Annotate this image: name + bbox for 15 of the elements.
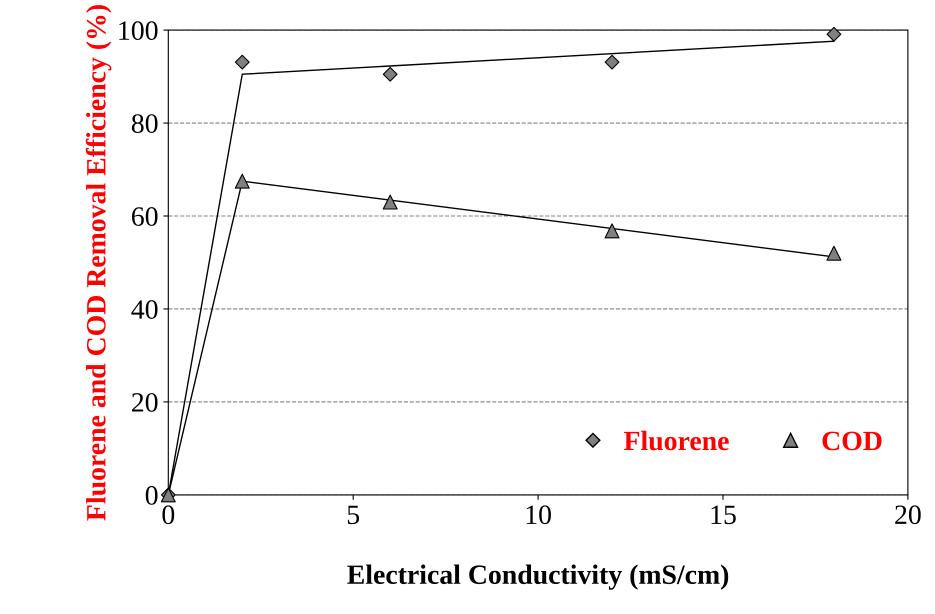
y-tick-label: 20: [132, 393, 158, 412]
x-tick-label: 15: [712, 506, 736, 524]
y-tick-label: 0: [146, 486, 158, 505]
x-tick-label: 20: [895, 505, 921, 524]
y-axis-title: Fluorene and COD Removal Efficiency (%): [86, 5, 112, 521]
x-tick-label: 0: [162, 505, 174, 524]
y-tick-label: 60: [132, 207, 158, 226]
x-tick-label: 10: [526, 505, 551, 524]
y-tick-label: 40: [131, 300, 158, 319]
y-tick-label: 80: [132, 114, 158, 133]
legend-label: COD: [822, 432, 882, 450]
x-tick-label: 5: [348, 506, 360, 524]
x-axis-title: Electrical Conductivity (mS/cm): [347, 564, 728, 590]
y-tick-label: 100: [119, 21, 158, 40]
legend-label: Fluorene: [624, 430, 729, 450]
